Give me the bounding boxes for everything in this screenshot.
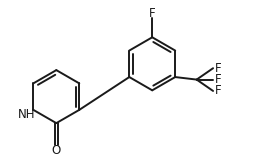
Text: F: F <box>215 62 221 75</box>
Text: F: F <box>149 7 155 20</box>
Text: NH: NH <box>18 108 35 121</box>
Text: F: F <box>215 85 221 97</box>
Text: F: F <box>215 73 221 86</box>
Text: O: O <box>52 144 61 157</box>
